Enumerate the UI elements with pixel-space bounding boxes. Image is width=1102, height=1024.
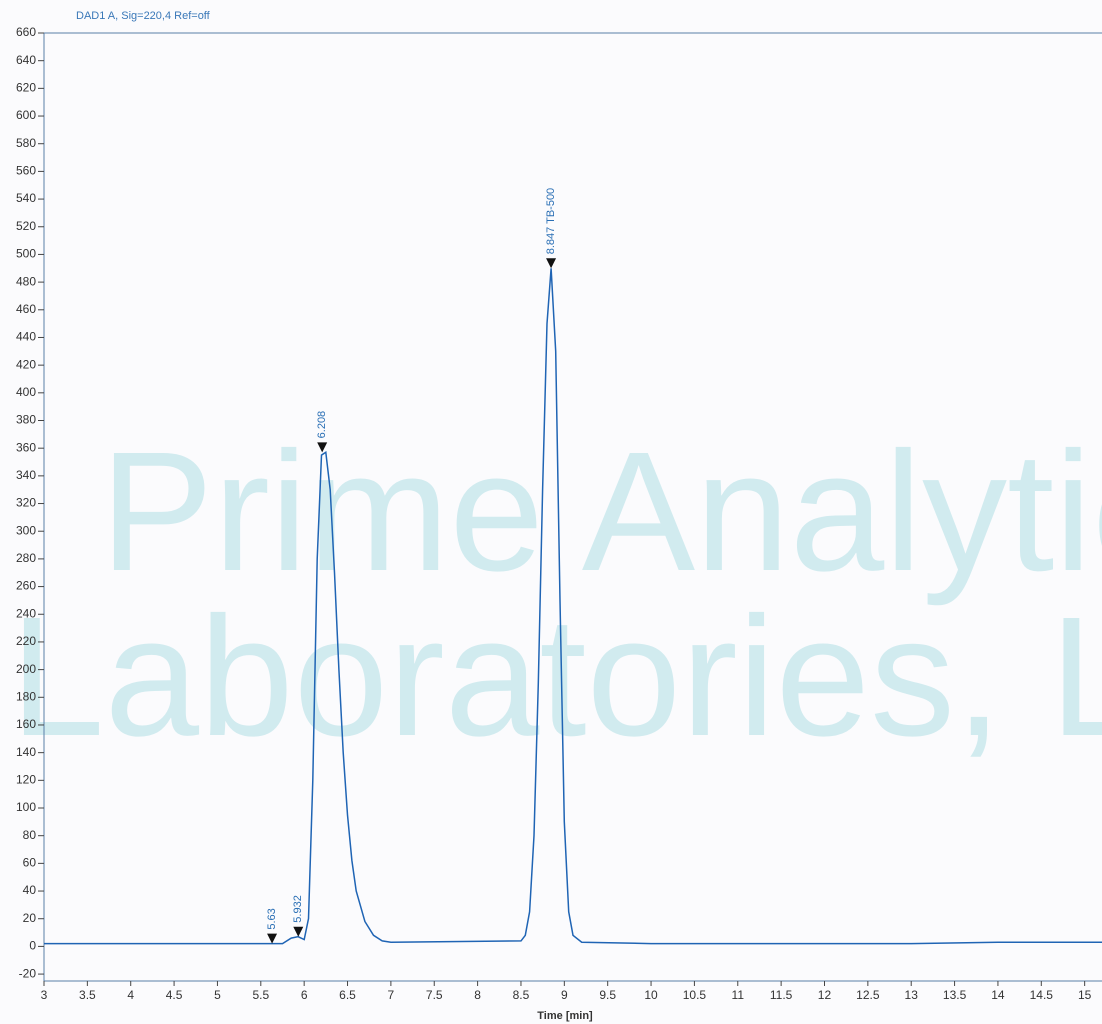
y-tick-label: 40 (23, 883, 37, 897)
y-tick-label: 600 (16, 108, 36, 122)
x-tick-label: 11 (732, 988, 745, 1002)
peak-marker (317, 442, 328, 453)
trace (44, 268, 1102, 945)
peak-label: 6.208 (316, 411, 328, 439)
x-tick-label: 14.5 (1030, 988, 1054, 1002)
x-tick-label: 10 (644, 988, 658, 1002)
watermark: Laboratories, LLC (10, 582, 1102, 772)
y-tick-label: 400 (16, 385, 36, 399)
y-tick-label: 300 (16, 523, 36, 537)
x-tick-label: 12.5 (856, 988, 880, 1002)
y-tick-label: 80 (23, 828, 37, 842)
x-tick-label: 12 (818, 988, 832, 1002)
x-tick-label: 11.5 (770, 988, 793, 1002)
y-tick-label: 480 (16, 274, 36, 288)
y-tick-label: 220 (16, 634, 36, 648)
y-tick-label: 20 (23, 911, 37, 925)
x-tick-label: 15 (1078, 988, 1092, 1002)
x-tick-label: 5.5 (252, 988, 269, 1002)
y-tick-label: 60 (23, 856, 37, 870)
peak-label: 5.932 (292, 895, 304, 923)
chart-title: DAD1 A, Sig=220,4 Ref=off (76, 10, 211, 22)
peak-label: 5.63 (266, 908, 278, 929)
y-tick-label: 440 (16, 330, 36, 344)
x-tick-label: 8 (474, 988, 481, 1002)
y-tick-label: 460 (16, 302, 36, 316)
x-tick-label: 9.5 (599, 988, 616, 1002)
y-tick-label: 260 (16, 579, 36, 593)
x-tick-label: 9 (561, 988, 568, 1002)
y-tick-label: 540 (16, 191, 36, 205)
y-tick-label: 100 (16, 800, 36, 814)
y-tick-label: 200 (16, 662, 36, 676)
y-tick-label: 640 (16, 53, 36, 67)
y-tick-label: 620 (16, 81, 36, 95)
x-tick-label: 3.5 (79, 988, 96, 1002)
y-tick-label: 560 (16, 164, 36, 178)
y-tick-label: 160 (16, 717, 36, 731)
y-tick-label: 180 (16, 689, 36, 703)
x-tick-label: 13.5 (943, 988, 967, 1002)
peak-label: 8.847 TB-500 (545, 188, 557, 254)
x-axis-label: Time [min] (537, 1010, 593, 1022)
y-tick-label: -20 (19, 966, 37, 980)
y-tick-label: 520 (16, 219, 36, 233)
y-tick-label: 320 (16, 496, 36, 510)
watermark: Prime Analytical (100, 417, 1102, 607)
y-tick-label: 340 (16, 468, 36, 482)
y-tick-label: 380 (16, 413, 36, 427)
x-tick-label: 10.5 (683, 988, 707, 1002)
x-tick-label: 6 (301, 988, 308, 1002)
x-tick-label: 3 (41, 988, 48, 1002)
y-tick-label: 660 (16, 25, 36, 39)
x-tick-label: 6.5 (339, 988, 356, 1002)
x-tick-label: 4 (127, 988, 134, 1002)
peak-marker (293, 926, 304, 937)
y-tick-label: 120 (16, 773, 36, 787)
y-tick-label: 0 (29, 939, 36, 953)
y-tick-label: 360 (16, 440, 36, 454)
x-tick-label: 7.5 (426, 988, 443, 1002)
x-tick-label: 14 (991, 988, 1005, 1002)
x-tick-label: 4.5 (166, 988, 183, 1002)
x-tick-label: 5 (214, 988, 221, 1002)
y-tick-label: 500 (16, 247, 36, 261)
peak-marker (546, 258, 557, 269)
y-tick-label: 240 (16, 606, 36, 620)
y-tick-label: 580 (16, 136, 36, 150)
x-tick-label: 13 (905, 988, 919, 1002)
y-tick-label: 280 (16, 551, 36, 565)
y-tick-label: 140 (16, 745, 36, 759)
x-tick-label: 7 (388, 988, 395, 1002)
x-tick-label: 8.5 (513, 988, 530, 1002)
peak-marker (267, 933, 278, 944)
y-tick-label: 420 (16, 357, 36, 371)
